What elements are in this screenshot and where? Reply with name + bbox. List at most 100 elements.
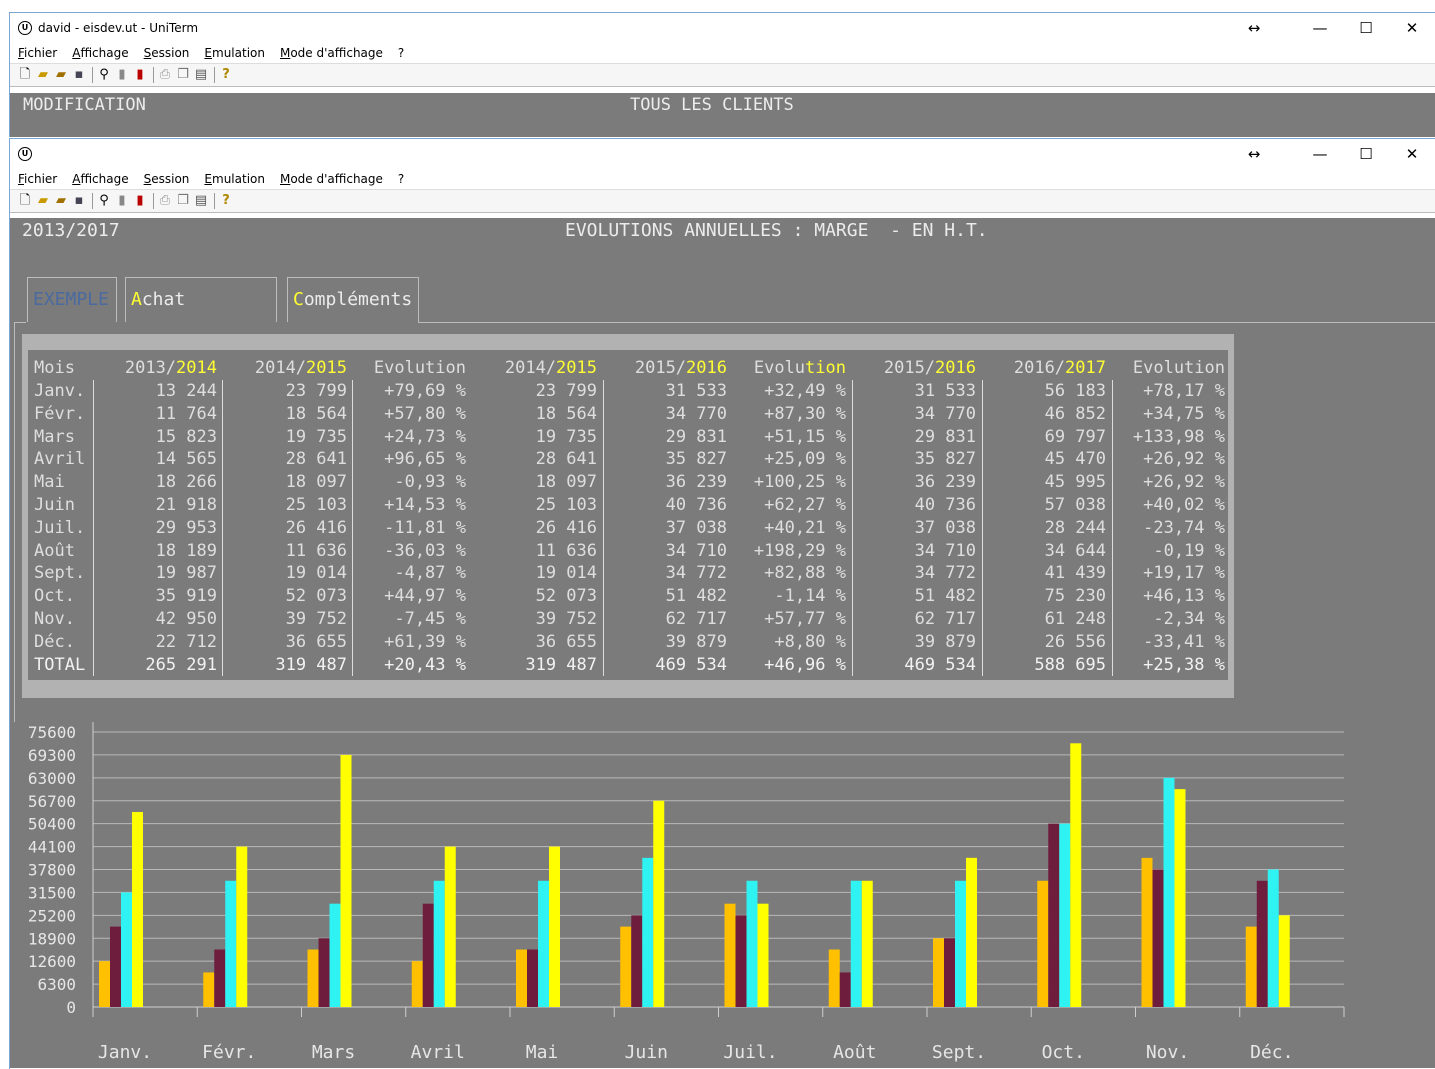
traffic-light-icon[interactable]: ▮ [136,67,144,82]
column-header: Evolution [1133,357,1225,380]
tab-achat-gestion[interactable]: Achat Gestion [125,277,277,354]
table-cell: +57,77 % [764,609,846,629]
table-cell: -11,81 % [384,517,466,538]
menu-affichage[interactable]: Affichage [72,46,129,60]
table-cell: 19 014 [535,563,597,584]
key-icon[interactable]: ⚲ [99,193,109,208]
help-icon[interactable]: ? [222,67,230,82]
screen-title: EVOLUTIONS ANNUELLES : MARGE - EN H.T. [565,220,988,241]
column-header-highlight: 2015 [306,358,347,378]
menu-fichier[interactable]: Fichier [18,172,58,186]
tab-exemple[interactable]: EXEMPLE [27,277,117,322]
table-cell: 31 533 [665,381,727,401]
column-header-highlight: 2016 [935,358,976,378]
column-separator [852,380,853,676]
resize-toggle-icon[interactable]: ↔ [1247,145,1261,163]
paste-icon[interactable]: ▤ [194,193,208,208]
resize-toggle-icon[interactable]: ↔ [1247,19,1261,37]
save-icon[interactable]: ▪ [74,193,84,208]
table-cell: 11 636 [285,540,347,561]
tab-complements-label: ompléments [303,289,413,310]
menu-mode-affichage[interactable]: Mode d'affichage [279,172,383,186]
tab-complements[interactable]: Compléments [287,277,419,322]
copy-icon[interactable]: ❐ [177,67,189,82]
print-icon[interactable]: ⎙ [159,67,171,82]
table-cell: +34,75 % [1143,403,1225,424]
table-cell: 31 533 [914,381,976,401]
traffic-light-icon[interactable]: ▮ [136,193,144,208]
menu-mode-affichage[interactable]: Mode d'affichage [279,46,383,60]
print-icon[interactable]: ⎙ [159,193,171,208]
table-cell: 21 918 [155,495,217,515]
open-folder-icon[interactable]: ▰ [38,193,48,208]
table-area [28,350,1228,680]
month-label: Sept. [34,563,86,584]
table-cell: 19 735 [285,426,347,447]
table-cell: 19 014 [285,563,347,584]
minimize-button[interactable]: — [1312,19,1328,37]
disconnect-icon[interactable]: ▮ [118,67,126,82]
new-file-icon[interactable]: 🗋 [19,193,31,208]
tab-strip-line [14,322,26,323]
table-cell: 18 564 [535,403,597,424]
table-cell: 62 717 [914,609,976,629]
table-cell: 56 183 [1044,381,1106,401]
total-cell: 469 534 [904,654,976,675]
new-file-icon[interactable]: 🗋 [19,67,31,82]
close-button[interactable]: ✕ [1405,145,1419,163]
save-icon[interactable]: ▪ [74,67,84,82]
open-session-icon[interactable]: ▰ [56,67,66,82]
menu-session[interactable]: Session [143,46,190,60]
menu-fichier[interactable]: Fichier [18,46,58,60]
table-cell: 39 879 [914,631,976,652]
copy-icon[interactable]: ❐ [177,193,189,208]
table-cell: +8,80 % [774,631,846,652]
key-icon[interactable]: ⚲ [99,67,109,82]
toolbar-separator [214,193,215,209]
column-separator [982,380,983,676]
maximize-button[interactable]: ☐ [1359,145,1373,163]
terminal-screen-back[interactable]: MODIFICATION TOUS LES CLIENTS [10,93,1435,137]
table-cell: 35 827 [914,449,976,470]
table-cell: 40 736 [914,495,976,515]
total-cell: 469 534 [655,654,727,675]
table-cell: 11 636 [535,540,597,561]
table-cell: 11 764 [155,403,217,424]
table-cell: 37 038 [665,517,727,538]
paste-icon[interactable]: ▤ [194,67,208,82]
menu-emulation[interactable]: Emulation [204,46,265,60]
column-header: 2016/2017 [1014,357,1106,380]
minimize-button[interactable]: — [1312,145,1328,163]
column-header-part: 2015/ [883,358,936,378]
menu-affichage[interactable]: Affichage [72,172,129,186]
maximize-button[interactable]: ☐ [1359,19,1373,37]
table-cell: 46 852 [1044,403,1106,424]
disconnect-icon[interactable]: ▮ [118,193,126,208]
table-cell: +24,73 % [384,426,466,447]
table-cell: 22 712 [155,631,217,652]
column-header: 2015/2016 [635,357,727,380]
table-cell: 36 239 [665,472,727,493]
table-cell: 29 831 [665,426,727,447]
toolbar-separator [153,193,154,209]
menu-bar: Fichier Affichage Session Emulation Mode… [10,43,1435,63]
column-header-part: Evolution [1132,358,1225,378]
close-button[interactable]: ✕ [1405,19,1419,37]
column-header: 2015/2016 [884,357,976,380]
open-session-icon[interactable]: ▰ [56,193,66,208]
title-bar[interactable]: U david - eisdev.ut - UniTerm ↔ — ☐ ✕ [10,13,1435,43]
menu-help[interactable]: ? [397,46,405,60]
menu-help[interactable]: ? [397,172,405,186]
table-cell: 39 752 [285,609,347,629]
toolbar-separator [153,67,154,83]
table-cell: 61 248 [1044,609,1106,629]
help-icon[interactable]: ? [222,193,230,208]
menu-session[interactable]: Session [143,172,190,186]
open-folder-icon[interactable]: ▰ [38,67,48,82]
table-cell: 29 831 [914,426,976,447]
toolbar-separator [214,67,215,83]
table-cell: +26,92 % [1143,449,1225,470]
table-cell: 23 799 [535,381,597,401]
title-bar[interactable]: U ↔ — ☐ ✕ [10,139,1435,169]
menu-emulation[interactable]: Emulation [204,172,265,186]
